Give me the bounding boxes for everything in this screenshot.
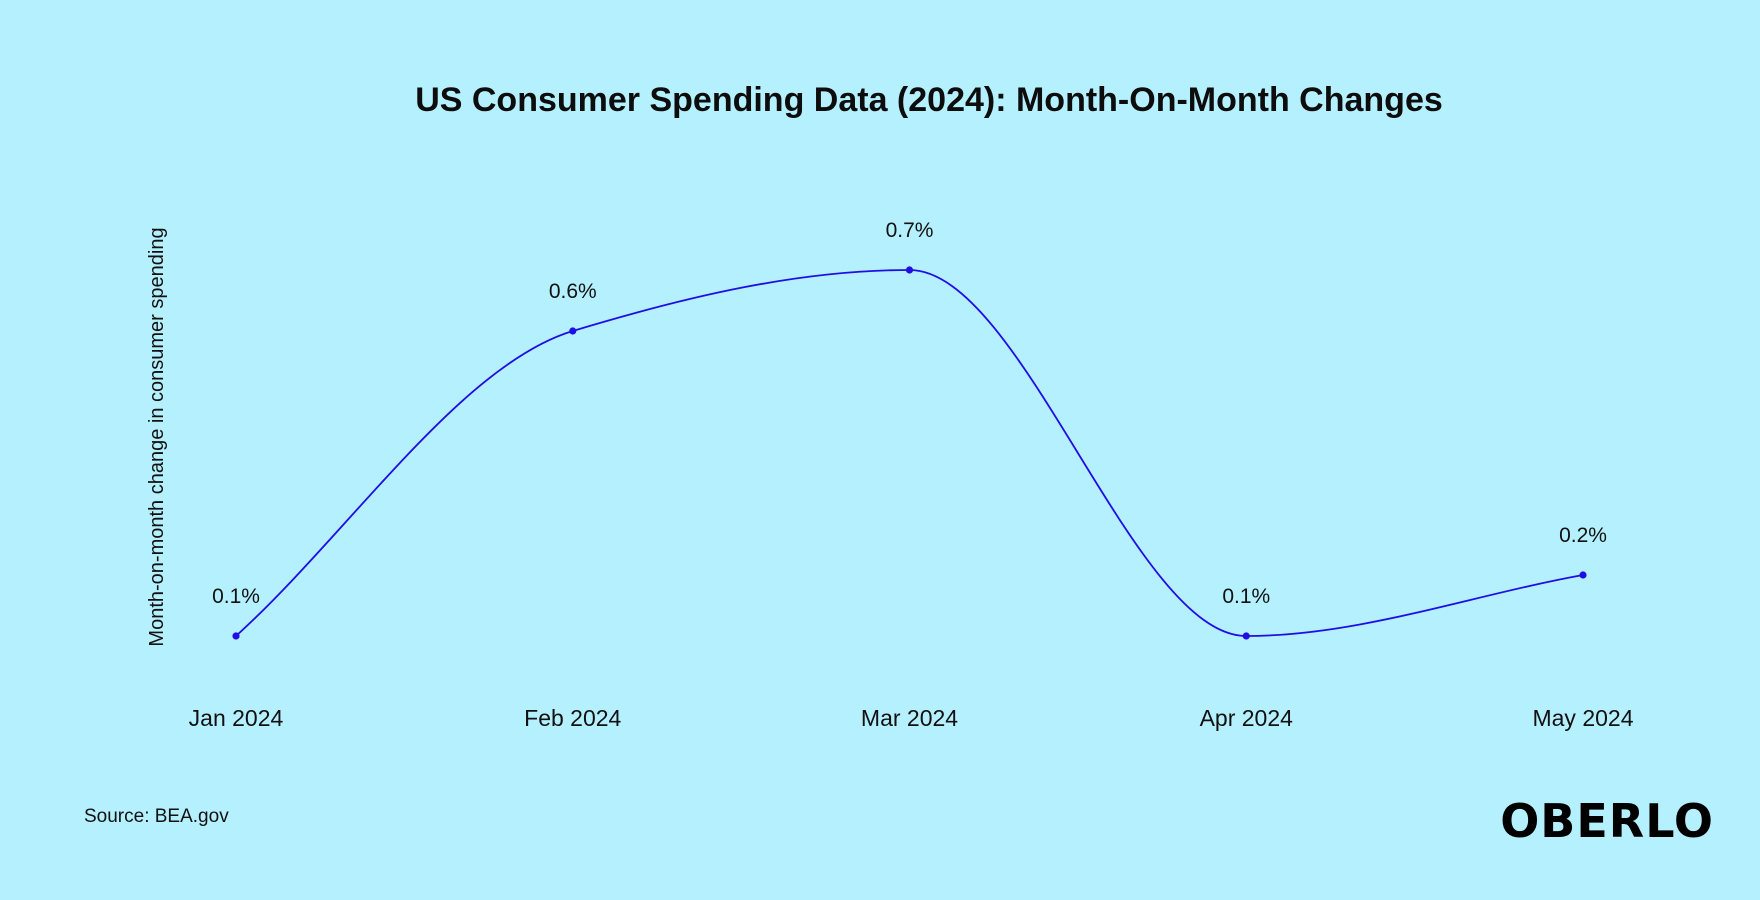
data-point — [1579, 571, 1587, 579]
oberlo-logo: OBERLO — [1500, 794, 1714, 848]
source-note: Source: BEA.gov — [84, 806, 229, 827]
data-label: 0.7% — [886, 219, 934, 242]
data-point — [905, 266, 914, 274]
x-tick-label: Apr 2024 — [1200, 705, 1294, 731]
x-tick-label: May 2024 — [1532, 705, 1633, 731]
data-label: 0.1% — [1222, 585, 1270, 608]
x-tick-label: Feb 2024 — [524, 705, 621, 731]
data-label: 0.6% — [549, 280, 597, 303]
data-point — [232, 632, 240, 640]
plot-area: 0.1% Jan 2024 0.6% Feb 2024 0.7% Mar 2024 0.1%… — [189, 219, 1634, 731]
y-axis-label: Month-on-month change in consumer spendi… — [146, 227, 168, 646]
data-point — [1242, 632, 1250, 640]
data-label: 0.2% — [1559, 524, 1607, 547]
x-tick-label: Mar 2024 — [861, 705, 958, 731]
data-point — [569, 327, 577, 335]
series-line — [235, 269, 1584, 637]
chart-title: US Consumer Spending Data (2024): Month-… — [415, 81, 1443, 119]
x-tick-label: Jan 2024 — [189, 705, 284, 731]
data-label: 0.1% — [212, 585, 260, 608]
